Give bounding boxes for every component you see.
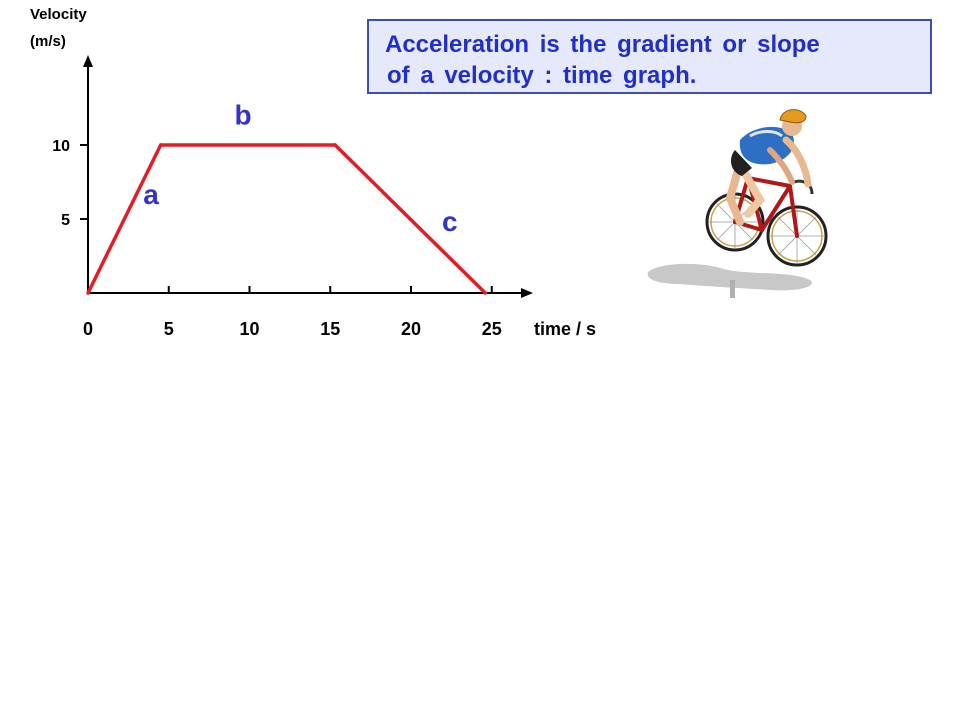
velocity-line-segment-a: [86, 143, 163, 295]
velocity-time-chart: Velocity (m/s) time / s 0 5 10 15 20 25 5 10 a b c: [30, 6, 596, 339]
x-tick-label-5: 5: [164, 319, 174, 339]
acceleration-definition-callout: Acceleration is the gradient or slope of…: [367, 19, 932, 94]
x-tick-label-0: 0: [83, 319, 93, 339]
segment-label-a: a: [143, 179, 159, 210]
callout-line-1: Acceleration is the gradient or slope: [385, 31, 820, 58]
x-tick-label-25: 25: [482, 319, 502, 339]
x-tick-label-10: 10: [239, 319, 259, 339]
segment-label-c: c: [442, 206, 458, 237]
cyclist-illustration: [647, 109, 828, 298]
y-axis-label-line1: Velocity: [30, 6, 87, 23]
y-axis-label-line2: (m/s): [30, 33, 66, 50]
x-axis-label: time / s: [534, 319, 596, 339]
x-tick-label-20: 20: [401, 319, 421, 339]
x-axis-arrowhead: [521, 288, 533, 298]
y-axis-arrowhead: [83, 55, 93, 67]
x-tick-label-15: 15: [320, 319, 340, 339]
y-tick-label-5: 5: [61, 212, 70, 229]
y-tick-label-10: 10: [52, 138, 70, 155]
segment-label-b: b: [234, 99, 251, 130]
callout-line-2: of a velocity : time graph.: [387, 62, 697, 89]
velocity-line-segment-c: [333, 143, 488, 295]
